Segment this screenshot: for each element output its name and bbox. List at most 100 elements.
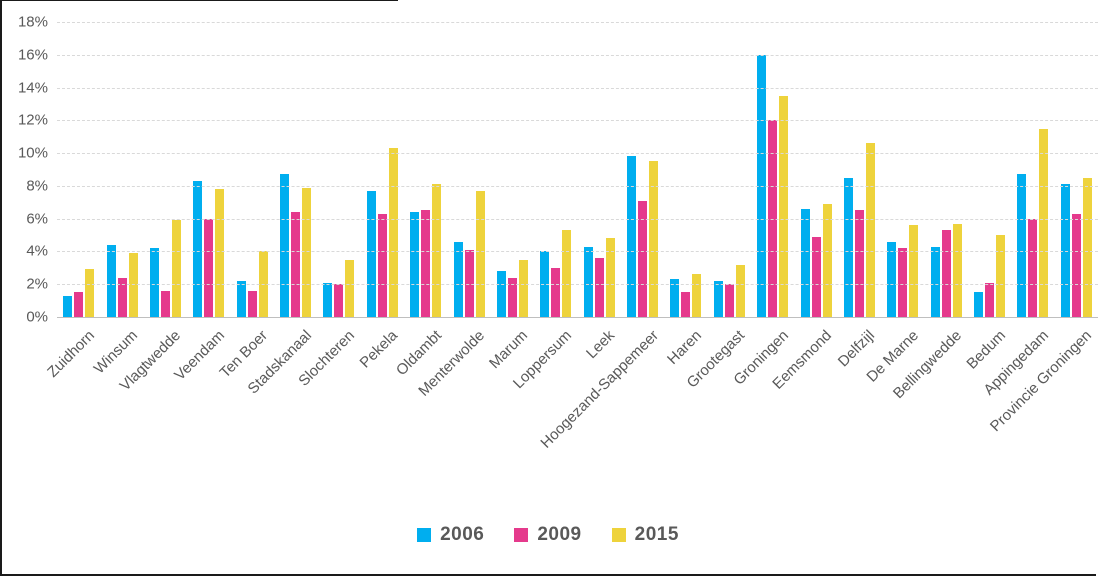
bar-group bbox=[794, 22, 837, 317]
legend-swatch-icon bbox=[611, 528, 626, 542]
gridline bbox=[57, 218, 1098, 220]
bar-group bbox=[621, 22, 664, 317]
bar-group bbox=[57, 22, 100, 317]
y-axis-tick-label: 6% bbox=[26, 210, 48, 228]
bar-2015 bbox=[562, 230, 572, 317]
y-axis-tick-label: 14% bbox=[17, 79, 48, 97]
bar-2006 bbox=[410, 212, 420, 317]
bar-2015 bbox=[952, 223, 962, 317]
bar-2009 bbox=[204, 218, 214, 317]
bar-2009 bbox=[117, 277, 127, 317]
bar-group bbox=[838, 22, 881, 317]
gridline bbox=[57, 54, 1098, 56]
x-axis-category-label: Zuidhorn bbox=[43, 327, 98, 381]
bar-2015 bbox=[735, 264, 745, 317]
plot-area bbox=[57, 22, 1098, 318]
y-axis-tick-label: 8% bbox=[26, 177, 48, 195]
bar-2009 bbox=[681, 292, 691, 317]
x-axis-line bbox=[57, 317, 1098, 318]
bar-group bbox=[1055, 22, 1098, 317]
bar-2006 bbox=[106, 244, 116, 317]
bar-2015 bbox=[822, 203, 832, 317]
bar-2006 bbox=[1060, 184, 1070, 317]
bar-2006 bbox=[280, 174, 290, 317]
bar-2015 bbox=[996, 235, 1006, 317]
legend-swatch-icon bbox=[417, 528, 432, 542]
bar-2009 bbox=[160, 290, 170, 317]
gridline bbox=[57, 120, 1098, 122]
bar-2006 bbox=[583, 246, 593, 317]
bar-2009 bbox=[377, 213, 387, 317]
bar-2009 bbox=[1028, 218, 1038, 317]
bar-2009 bbox=[898, 248, 908, 317]
y-axis-tick-label: 18% bbox=[17, 13, 48, 31]
y-axis-tick-label: 2% bbox=[26, 275, 48, 293]
bar-group bbox=[1011, 22, 1054, 317]
bar-2009 bbox=[638, 200, 648, 317]
bar-2015 bbox=[388, 148, 398, 317]
bar-2015 bbox=[215, 189, 225, 317]
bar-group bbox=[100, 22, 143, 317]
bar-group bbox=[317, 22, 360, 317]
bar-2006 bbox=[323, 282, 333, 317]
bar-group bbox=[925, 22, 968, 317]
y-axis-tick-label: 12% bbox=[17, 111, 48, 129]
bar-group bbox=[274, 22, 317, 317]
legend-label: 2015 bbox=[634, 524, 679, 545]
gridline bbox=[57, 22, 1098, 23]
gridline bbox=[57, 284, 1098, 286]
bar-2009 bbox=[334, 284, 344, 317]
y-axis-tick-label: 0% bbox=[26, 308, 48, 326]
y-axis-tick-label: 10% bbox=[17, 144, 48, 162]
bar-group bbox=[447, 22, 490, 317]
bar-2009 bbox=[291, 212, 301, 317]
y-axis-tick-label: 16% bbox=[17, 46, 48, 64]
legend: 2006 2009 2015 bbox=[0, 524, 1096, 546]
x-axis-category-label: Leek bbox=[583, 327, 619, 363]
bar-2006 bbox=[453, 241, 463, 317]
bar-group bbox=[534, 22, 577, 317]
bar-group bbox=[491, 22, 534, 317]
bar-2015 bbox=[432, 184, 442, 317]
bar-2009 bbox=[811, 236, 821, 317]
bar-group bbox=[968, 22, 1011, 317]
bar-groups bbox=[57, 22, 1098, 317]
legend-label: 2006 bbox=[440, 524, 485, 545]
window-edge-left bbox=[0, 0, 2, 576]
bar-group bbox=[881, 22, 924, 317]
bar-group bbox=[708, 22, 751, 317]
bar-group bbox=[187, 22, 230, 317]
bar-2006 bbox=[930, 246, 940, 317]
bar-2015 bbox=[865, 143, 875, 317]
legend-item-2006: 2006 bbox=[417, 524, 484, 546]
gridline bbox=[57, 87, 1098, 89]
bar-2015 bbox=[605, 238, 615, 317]
bar-group bbox=[664, 22, 707, 317]
legend-swatch-icon bbox=[514, 528, 529, 542]
bar-group bbox=[751, 22, 794, 317]
bar-2015 bbox=[779, 95, 789, 317]
bar-2006 bbox=[627, 156, 637, 317]
bar-2015 bbox=[171, 220, 181, 317]
bar-2015 bbox=[518, 259, 528, 317]
legend-label: 2009 bbox=[537, 524, 582, 545]
bar-2015 bbox=[692, 274, 702, 317]
bar-2015 bbox=[1039, 128, 1049, 317]
bar-2006 bbox=[496, 271, 506, 317]
bar-2006 bbox=[800, 208, 810, 317]
bar-2006 bbox=[670, 279, 680, 317]
x-axis-category-label: Haren bbox=[664, 327, 705, 368]
bar-2006 bbox=[193, 180, 203, 317]
bar-2009 bbox=[74, 292, 84, 317]
bar-2009 bbox=[247, 290, 257, 317]
bar-2009 bbox=[941, 230, 951, 317]
bar-2006 bbox=[974, 292, 984, 317]
bar-group bbox=[361, 22, 404, 317]
bar-2006 bbox=[63, 295, 73, 317]
y-axis-tick-label: 4% bbox=[26, 242, 48, 260]
bar-group bbox=[144, 22, 187, 317]
window-edge-top bbox=[0, 0, 398, 1]
y-axis: 18% 16% 14% 12% 10% 8% 6% 4% 2% 0% bbox=[0, 14, 48, 326]
bar-2009 bbox=[985, 282, 995, 317]
bar-2009 bbox=[724, 284, 734, 317]
